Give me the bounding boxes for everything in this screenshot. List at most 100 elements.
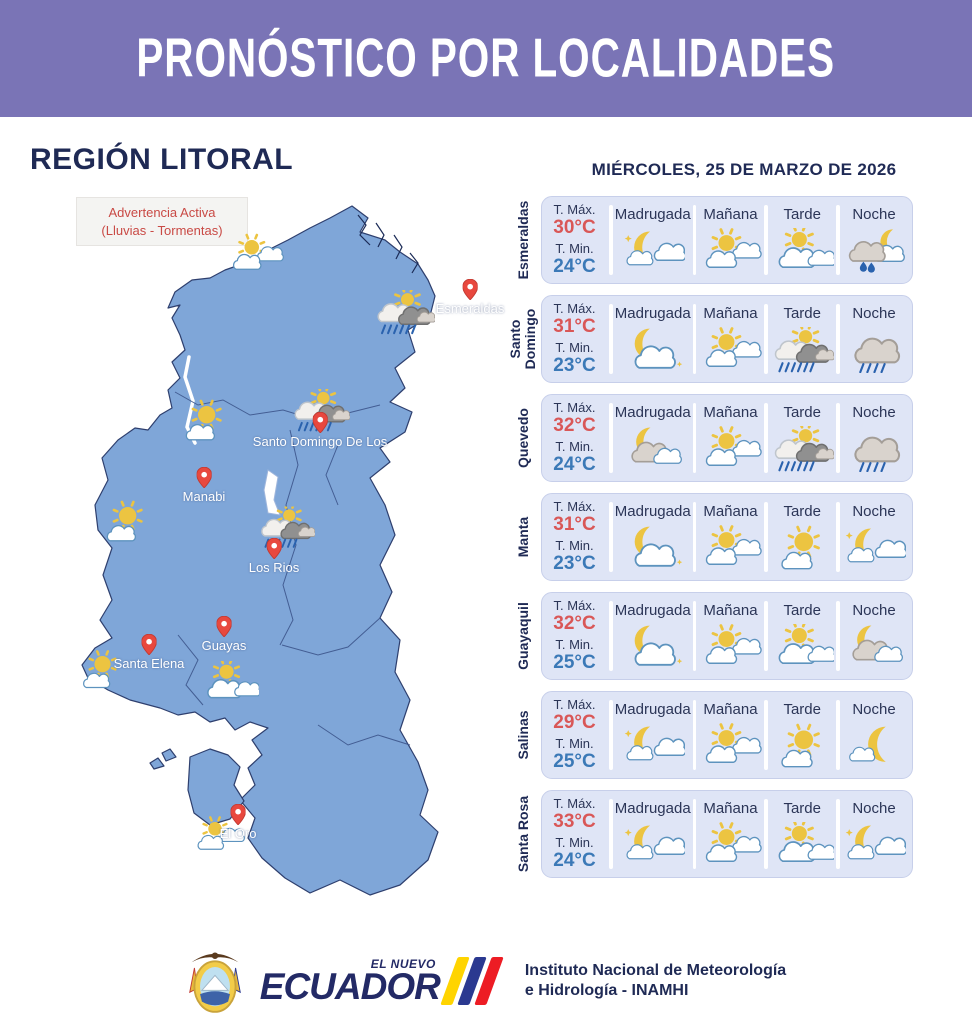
tmax-value: 32°C — [553, 415, 596, 436]
rain-icon — [842, 322, 906, 378]
map-marker: Esmeraldas — [435, 279, 505, 316]
partly-cloudy-night-icon — [621, 718, 685, 774]
map-marker: Los Rios — [249, 538, 299, 575]
el-nuevo-ecuador-logo: EL NUEVO ECUADOR — [260, 956, 504, 1005]
banner: PRONÓSTICO POR LOCALIDADES — [0, 0, 972, 117]
tmax-value: 30°C — [553, 217, 596, 238]
period-label: Mañana — [703, 404, 758, 421]
temperature-column: T. Máx. 31°C T. Min. 23°C — [542, 300, 607, 378]
org-line1: Instituto Nacional de Meteorología — [524, 962, 787, 979]
period-label: Tarde — [783, 206, 821, 223]
period-label: Mañana — [703, 602, 758, 619]
period-label: Madrugada — [614, 206, 691, 223]
period-cell: Madrugada — [615, 300, 691, 378]
column-divider — [692, 700, 697, 770]
city-name: Salinas — [514, 710, 531, 760]
period-label: Noche — [852, 404, 896, 421]
forecast-row: Guayaquil T. Máx. 32°C T. Min. 25°C Madr… — [506, 592, 946, 680]
period-label: Noche — [852, 206, 896, 223]
forecast-panel: MIÉRCOLES, 25 DE MARZO DE 2026 Esmeralda… — [506, 160, 946, 889]
period-label: Mañana — [703, 503, 758, 520]
partly-cloudy-day-icon — [226, 233, 284, 281]
footer: EL NUEVO ECUADOR Instituto Nacional de M… — [0, 938, 972, 1024]
day-storm-icon — [373, 286, 436, 340]
map-marker-label: Santa Elena — [113, 656, 185, 671]
period-cell: Noche — [842, 795, 907, 873]
column-divider — [836, 799, 841, 869]
warning-line1: Advertencia Activa — [108, 205, 216, 220]
forecast-row: Salinas T. Máx. 29°C T. Min. 25°C Madrug… — [506, 691, 946, 779]
partly-cloudy-day-icon — [698, 718, 763, 774]
period-cell: Mañana — [698, 696, 763, 774]
column-divider — [764, 502, 769, 572]
period-cell: Tarde — [770, 201, 835, 279]
mostly-cloudy-night-icon — [621, 421, 685, 477]
period-cell: Tarde — [770, 795, 835, 873]
mostly-sunny-icon — [770, 718, 834, 774]
column-divider — [836, 304, 841, 374]
partly-cloudy-day-icon — [698, 322, 763, 378]
period-cell: Mañana — [698, 201, 763, 279]
map-marker-label: El Oro — [219, 826, 257, 841]
forecast-card: T. Máx. 29°C T. Min. 25°C Madrugada Maña… — [541, 691, 913, 779]
column-divider — [764, 799, 769, 869]
tmin-value: 23°C — [553, 355, 596, 376]
column-divider — [836, 205, 841, 275]
tmin-label: T. Min. — [555, 637, 594, 652]
period-cell: Madrugada — [615, 201, 691, 279]
partly-cloudy-night-icon — [621, 223, 685, 279]
tmin-value: 24°C — [553, 454, 596, 475]
column-divider — [609, 799, 613, 869]
map-marker: Santa Elena — [113, 634, 185, 671]
column-divider — [764, 205, 769, 275]
warning-box: Advertencia Activa (Lluvias - Tormentas) — [76, 197, 248, 247]
period-label: Tarde — [783, 404, 821, 421]
temperature-column: T. Máx. 33°C T. Min. 24°C — [542, 795, 607, 873]
partly-cloudy-day-icon — [698, 520, 763, 576]
period-label: Tarde — [783, 602, 821, 619]
tmin-label: T. Min. — [555, 241, 594, 256]
city-name: Quevedo — [514, 408, 531, 468]
tmin-value: 25°C — [553, 652, 596, 673]
forecast-card: T. Máx. 31°C T. Min. 23°C Madrugada Maña… — [541, 493, 913, 581]
brand-top-text: EL NUEVO — [370, 956, 436, 971]
period-label: Mañana — [703, 701, 758, 718]
period-label: Tarde — [783, 800, 821, 817]
map-marker: El Oro — [219, 804, 257, 841]
tmin-value: 24°C — [553, 850, 596, 871]
period-cell: Madrugada — [615, 696, 691, 774]
forecast-row: Manta T. Máx. 31°C T. Min. 23°C Madrugad… — [506, 493, 946, 581]
map-marker-label: Manabi — [182, 489, 226, 504]
tmax-value: 32°C — [553, 613, 596, 634]
tmin-label: T. Min. — [555, 736, 594, 751]
period-label: Noche — [852, 701, 896, 718]
period-cell: Tarde — [770, 399, 835, 477]
city-name: Esmeraldas — [514, 200, 531, 280]
map-marker-label: Santo Domingo De Los — [252, 434, 388, 449]
column-divider — [764, 601, 769, 671]
period-cell: Tarde — [770, 300, 835, 378]
column-divider — [692, 799, 697, 869]
tmin-label: T. Min. — [555, 340, 594, 355]
period-label: Tarde — [783, 305, 821, 322]
clear-night-icon — [842, 718, 906, 774]
partly-cloudy-night-icon — [842, 817, 907, 873]
forecast-card: T. Máx. 30°C T. Min. 24°C Madrugada Maña… — [541, 196, 913, 284]
org-line2: e Hidrología - INAMHI — [524, 982, 689, 999]
night-drizzle-icon — [842, 223, 906, 279]
tmax-label: T. Máx. — [553, 400, 596, 415]
partly-cloudy-day-icon — [698, 223, 763, 279]
cloudy-night-icon — [621, 520, 685, 576]
period-label: Madrugada — [614, 701, 691, 718]
temperature-column: T. Máx. 30°C T. Min. 24°C — [542, 201, 607, 279]
sun-over-clouds-icon — [770, 619, 835, 675]
column-divider — [609, 700, 613, 770]
column-divider — [609, 403, 613, 473]
map-marker-label: Esmeraldas — [435, 301, 505, 316]
region-title: REGIÓN LITORAL — [30, 143, 294, 176]
partly-cloudy-night-icon — [621, 817, 685, 873]
cloudy-night-icon — [621, 322, 685, 378]
mostly-sunny-icon — [175, 399, 235, 447]
column-divider — [609, 205, 613, 275]
period-label: Madrugada — [614, 305, 691, 322]
